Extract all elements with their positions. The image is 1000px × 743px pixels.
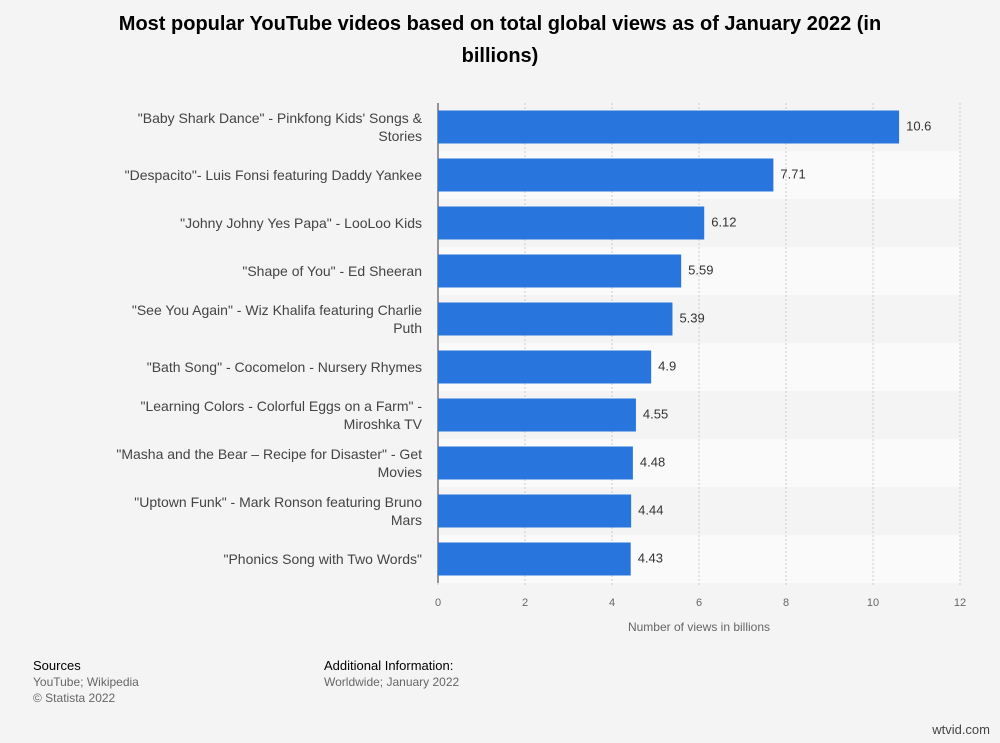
x-axis-title: Number of views in billions (628, 620, 770, 634)
x-tick-label: 4 (609, 597, 615, 609)
value-label: 4.43 (638, 550, 663, 565)
bar (438, 446, 633, 480)
y-tick-label: "See You Again" - Wiz Khalifa featuring … (131, 302, 422, 336)
y-tick-label: "Johny Johny Yes Papa" - LooLoo Kids (180, 215, 422, 231)
y-tick-label: "Bath Song" - Cocomelon - Nursery Rhymes (146, 359, 422, 375)
y-tick-label: "Learning Colors - Colorful Eggs on a Fa… (140, 398, 423, 432)
copyright: © Statista 2022 (33, 691, 116, 705)
x-tick-label: 10 (867, 597, 879, 609)
value-label: 10.6 (906, 118, 931, 133)
info-title: Additional Information: (324, 658, 454, 673)
bar (438, 110, 900, 144)
bar (438, 206, 705, 240)
chart-title: Most popular YouTube videos based on tot… (118, 13, 882, 67)
value-label: 4.48 (640, 454, 665, 469)
y-tick-label: "Phonics Song with Two Words" (223, 551, 422, 567)
x-tick-label: 0 (435, 597, 441, 609)
y-tick-label: "Baby Shark Dance" - Pinkfong Kids' Song… (137, 110, 422, 144)
value-label: 4.44 (638, 502, 663, 517)
y-tick-label: "Shape of You" - Ed Sheeran (242, 263, 422, 279)
value-label: 5.39 (679, 310, 704, 325)
bar (438, 158, 774, 192)
sources-title: Sources (33, 658, 81, 673)
x-tick-label: 6 (696, 597, 702, 609)
bar (438, 398, 636, 432)
value-label: 5.59 (688, 262, 713, 277)
x-tick-label: 8 (783, 597, 789, 609)
sources-link[interactable]: YouTube; Wikipedia (33, 675, 139, 689)
bar (438, 542, 631, 576)
y-tick-label: "Uptown Funk" - Mark Ronson featuring Br… (134, 494, 422, 528)
value-label: 6.12 (711, 214, 736, 229)
bar (438, 254, 682, 288)
bar (438, 494, 632, 528)
value-label: 4.55 (643, 406, 668, 421)
y-tick-label: "Masha and the Bear – Recipe for Disaste… (116, 446, 422, 480)
bar (438, 350, 652, 384)
x-tick-label: 12 (954, 597, 966, 609)
x-tick-label: 2 (522, 597, 528, 609)
value-label: 4.9 (658, 358, 676, 373)
value-label: 7.71 (780, 166, 805, 181)
watermark: wtvid.com (932, 722, 990, 737)
info-text: Worldwide; January 2022 (324, 675, 460, 689)
y-tick-label: "Despacito"- Luis Fonsi featuring Daddy … (124, 167, 422, 183)
bar (438, 302, 673, 336)
